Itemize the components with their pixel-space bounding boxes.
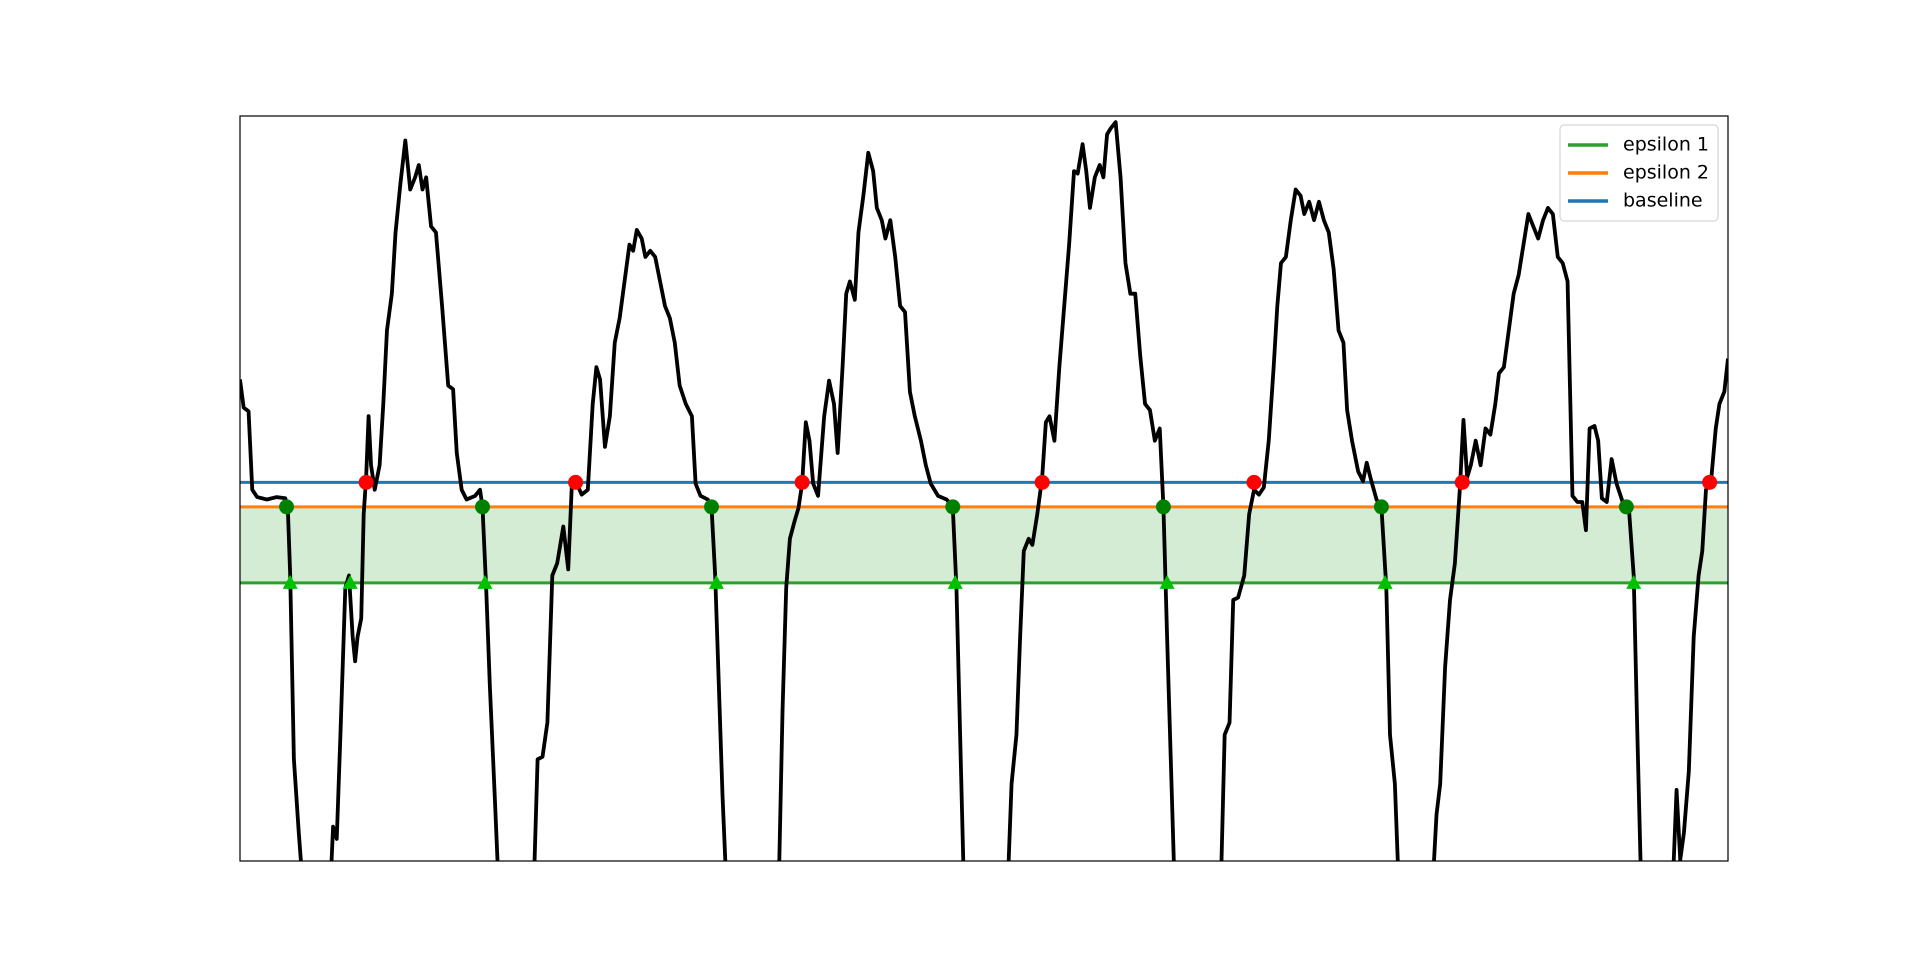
signal-line: [240, 120, 1728, 861]
crossing-marker: [945, 499, 961, 515]
crossing-marker: [1702, 474, 1718, 490]
crossing-marker: [358, 474, 374, 490]
crossing-marker: [1377, 574, 1393, 589]
crossing-marker: [1246, 474, 1262, 490]
crossing-marker: [1034, 474, 1050, 490]
crossing-marker: [794, 474, 810, 490]
legend-box: [1559, 124, 1719, 222]
crossing-marker: [1373, 499, 1389, 515]
legend-label: epsilon 1: [1623, 134, 1709, 156]
crossing-marker: [704, 499, 720, 515]
legend-label: baseline: [1623, 190, 1703, 212]
crossing-marker: [1618, 499, 1634, 515]
crossing-marker: [282, 574, 298, 589]
axes-frame: [239, 115, 1729, 862]
legend-label: epsilon 2: [1623, 162, 1709, 184]
crossing-marker: [342, 574, 358, 589]
crossing-marker: [1159, 574, 1175, 589]
crossing-marker: [947, 574, 963, 589]
crossing-marker: [568, 474, 584, 490]
crossing-marker: [1626, 574, 1642, 589]
crossing-marker: [708, 574, 724, 589]
crossing-marker: [477, 574, 493, 589]
crossing-marker: [474, 499, 490, 515]
crossing-marker: [1454, 474, 1470, 490]
plot-area: [240, 120, 1728, 861]
shaded-band: [240, 506, 1728, 583]
crossing-marker: [279, 499, 295, 515]
crossing-marker: [1155, 499, 1171, 515]
